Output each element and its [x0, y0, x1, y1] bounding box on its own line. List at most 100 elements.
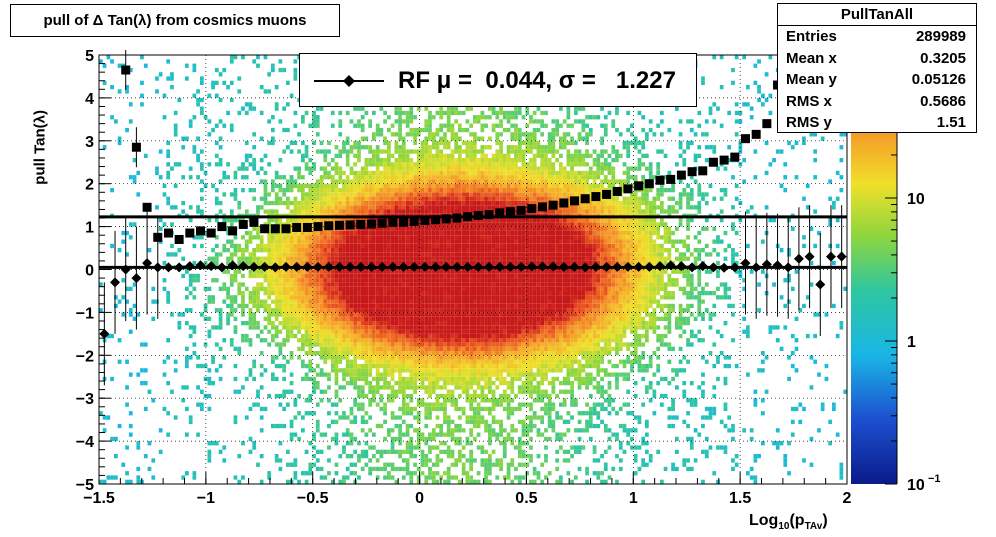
- heatmap-cell: [372, 110, 376, 116]
- heatmap-cell: [357, 475, 361, 480]
- heatmap-cell: [488, 372, 492, 377]
- heatmap-cell: [315, 333, 320, 339]
- heatmap-cell: [390, 299, 395, 304]
- heatmap-cell: [409, 256, 414, 261]
- heatmap-cell: [274, 252, 279, 257]
- heatmap-cell: [502, 389, 507, 394]
- heatmap-cell: [319, 372, 324, 377]
- heatmap-cell: [424, 342, 429, 347]
- heatmap-cell: [405, 162, 410, 167]
- heatmap-cell: [353, 286, 358, 291]
- heatmap-cell: [398, 269, 402, 274]
- heatmap-cell: [443, 209, 447, 214]
- heatmap-cell: [334, 286, 339, 291]
- heatmap-cell: [308, 200, 313, 206]
- heatmap-cell: [304, 286, 309, 291]
- heatmap-cell: [387, 329, 391, 334]
- heatmap-cell: [428, 230, 432, 236]
- heatmap-cell: [304, 312, 309, 317]
- heatmap-cell: [229, 252, 234, 257]
- heatmap-cell: [372, 333, 376, 339]
- heatmap-cell: [390, 325, 395, 330]
- heatmap-cell: [252, 325, 257, 330]
- heatmap-cell: [278, 235, 283, 240]
- heatmap-cell: [237, 243, 242, 249]
- heatmap-cell: [476, 115, 481, 120]
- heatmap-cell: [454, 406, 459, 412]
- heatmap-cell: [390, 175, 395, 180]
- heatmap-cell: [375, 303, 380, 309]
- heatmap-cell: [315, 196, 320, 201]
- heatmap-cell: [465, 166, 470, 171]
- heatmap-cell: [413, 329, 417, 334]
- heatmap-cell: [398, 192, 402, 197]
- heatmap-cell: [420, 321, 425, 326]
- heatmap-cell: [315, 273, 320, 279]
- heatmap-cell: [484, 162, 488, 167]
- heatmap-cell: [450, 402, 455, 407]
- heatmap-cell: [372, 303, 376, 309]
- heatmap-cell: [256, 170, 260, 176]
- heatmap-cell: [349, 312, 354, 317]
- heatmap-cell: [301, 278, 305, 283]
- heatmap-cell: [334, 256, 339, 261]
- heatmap-cell: [267, 329, 272, 334]
- heatmap-cell: [312, 303, 316, 309]
- heatmap-cell: [315, 115, 320, 120]
- heatmap-cell: [488, 170, 492, 176]
- heatmap-cell: [357, 235, 361, 240]
- heatmap-cell: [495, 140, 500, 146]
- heatmap-cell: [263, 256, 268, 261]
- heatmap-cell: [360, 192, 365, 197]
- heatmap-cell: [431, 303, 436, 309]
- heatmap-cell: [274, 363, 279, 369]
- heatmap-cell: [383, 466, 387, 472]
- heatmap-cell: [461, 260, 466, 266]
- heatmap-cell: [327, 196, 331, 201]
- heatmap-cell: [301, 291, 305, 296]
- heatmap-cell: [499, 158, 503, 163]
- heatmap-cell: [379, 342, 384, 347]
- heatmap-cell: [308, 166, 313, 171]
- heatmap-cell: [469, 321, 474, 326]
- heatmap-cell: [383, 119, 387, 124]
- heatmap-cell: [252, 291, 257, 296]
- heatmap-cell: [349, 205, 354, 210]
- heatmap-cell: [450, 170, 455, 176]
- heatmap-cell: [327, 338, 331, 343]
- heatmap-cell: [289, 256, 294, 261]
- heatmap-cell: [353, 449, 358, 454]
- heatmap-cell: [338, 175, 343, 180]
- heatmap-cell: [383, 303, 387, 309]
- heatmap-cell: [443, 196, 447, 201]
- heatmap-cell: [345, 359, 350, 364]
- heatmap-cell: [461, 166, 466, 171]
- heatmap-cell: [409, 282, 414, 287]
- heatmap-cell: [446, 243, 451, 249]
- heatmap-cell: [128, 411, 133, 416]
- heatmap-cell: [450, 389, 455, 394]
- heatmap-cell: [495, 312, 500, 317]
- heatmap-cell: [319, 303, 324, 309]
- heatmap-cell: [364, 359, 369, 364]
- heatmap-cell: [450, 175, 455, 180]
- heatmap-cell: [274, 295, 279, 300]
- heatmap-cell: [267, 243, 272, 249]
- heatmap-cell: [495, 462, 500, 467]
- heatmap-cell: [398, 351, 402, 356]
- heatmap-cell: [394, 166, 399, 171]
- heatmap-cell: [491, 226, 496, 231]
- heatmap-cell: [99, 59, 103, 64]
- heatmap-cell: [327, 286, 331, 291]
- heatmap-cell: [349, 346, 354, 351]
- heatmap-cell: [278, 248, 283, 253]
- heatmap-cell: [114, 436, 118, 442]
- heatmap-cell: [458, 406, 462, 412]
- heatmap-cell: [349, 303, 354, 309]
- heatmap-cell: [387, 295, 391, 300]
- heatmap-cell: [334, 393, 339, 399]
- heatmap-cell: [476, 393, 481, 399]
- heatmap-cell: [237, 286, 242, 291]
- heatmap-cell: [439, 166, 444, 171]
- heatmap-cell: [308, 466, 313, 472]
